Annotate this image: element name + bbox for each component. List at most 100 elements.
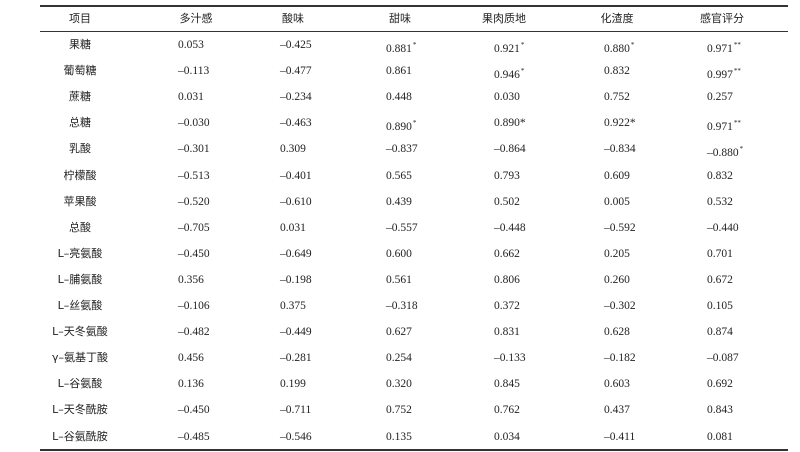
row-label: 乳酸 (69, 142, 91, 156)
table-cell: –0.411 (604, 430, 635, 444)
cell-value: –0.281 (280, 352, 312, 365)
row-label: L–脯氨酸 (57, 272, 103, 286)
row-label: 苹果酸 (63, 194, 97, 208)
table-cell: 0.031 (280, 221, 306, 235)
cell-value: 0.845 (494, 378, 520, 391)
cell-value: –0.030 (178, 117, 210, 130)
significance-mark: * (520, 41, 525, 49)
cell-value: 0.136 (178, 378, 204, 391)
table-cell: –0.302 (604, 299, 636, 313)
table-cell: 0.439 (386, 195, 412, 209)
cell-value: –0.318 (386, 300, 418, 312)
cell-value: 0.030 (494, 91, 520, 104)
table-cell: –0.834 (604, 142, 636, 156)
cell-value: –0.448 (494, 221, 526, 234)
cell-value: 0.320 (386, 378, 412, 391)
table-cell: –0.087 (707, 351, 739, 365)
cell-value: 0.356 (178, 273, 204, 286)
cell-value: –0.302 (604, 300, 636, 312)
cell-value: 0.672 (707, 273, 733, 286)
table-cell: 0.752 (604, 90, 630, 104)
cell-value: 0.832 (604, 65, 630, 78)
table-cell: 0.832 (604, 64, 630, 78)
cell-value: 0.831 (494, 326, 520, 339)
table-cell: 0.880* (604, 38, 634, 56)
row-label: γ–氨基丁酸 (51, 351, 109, 365)
cell-value: 0.034 (494, 430, 520, 443)
table-cell: 0.081 (707, 430, 733, 444)
cell-value: 0.762 (494, 404, 520, 417)
table-cell: 0.806 (494, 273, 520, 287)
table-cell: 0.031 (178, 90, 204, 104)
table-cell: 0.971** (707, 116, 741, 134)
table-cell: –0.477 (280, 64, 312, 78)
table-cell: 0.609 (604, 169, 630, 183)
cell-value: 0.881 (386, 43, 412, 55)
cell-value: –0.592 (604, 221, 636, 234)
cell-value: –0.649 (280, 247, 312, 260)
table-cell: –0.705 (178, 221, 210, 235)
table-cell: 0.793 (494, 169, 520, 183)
cell-value: –0.133 (494, 352, 526, 365)
table-cell: 0.030 (494, 90, 520, 104)
table-cell: 0.254 (386, 351, 412, 365)
cell-value: 0.921 (494, 43, 520, 55)
row-label: 总糖 (69, 116, 91, 130)
cell-value: –0.449 (280, 326, 312, 339)
cell-value: –0.440 (707, 221, 739, 234)
cell-value: 0.752 (604, 91, 630, 104)
cell-value: 0.922* (604, 117, 636, 130)
cell-value: –0.482 (178, 326, 210, 339)
cell-value: 0.254 (386, 352, 412, 365)
cell-value: 0.532 (707, 195, 733, 208)
table-cell: 0.831 (494, 325, 520, 339)
cell-value: 0.502 (494, 195, 520, 208)
cell-value: –0.106 (178, 300, 210, 312)
table-cell: 0.628 (604, 325, 630, 339)
cell-value: 0.971 (707, 43, 733, 55)
table-cell: –0.482 (178, 325, 210, 339)
table-cell: 0.843 (707, 403, 733, 417)
column-header: 甜味 (389, 12, 411, 25)
table-cell: –0.113 (178, 64, 209, 78)
cell-value: 0.031 (280, 221, 306, 234)
cell-value: 0.806 (494, 273, 520, 286)
table-cell: 0.832 (707, 169, 733, 183)
table-cell: 0.997** (707, 64, 741, 82)
cell-value: 0.600 (386, 247, 412, 260)
cell-value: 0.603 (604, 378, 630, 391)
table-cell: –0.234 (280, 90, 312, 104)
cell-value: –0.450 (178, 247, 210, 260)
cell-value: 0.005 (604, 195, 630, 208)
table-cell: –0.425 (280, 38, 312, 52)
table-cell: 0.260 (604, 273, 630, 287)
table-cell: 0.890* (386, 116, 416, 134)
cell-value: 0.257 (707, 91, 733, 104)
significance-mark: ** (733, 67, 741, 76)
cell-value: 0.752 (386, 404, 412, 417)
cell-value: –0.113 (178, 65, 210, 78)
table-cell: –0.880* (707, 142, 743, 160)
cell-value: 0.843 (707, 404, 733, 417)
table-cell: –0.318 (386, 299, 418, 313)
bottom-rule (40, 449, 788, 451)
cell-value: 0.701 (707, 247, 733, 260)
cell-value: 0.946 (494, 69, 520, 82)
column-header: 酸味 (282, 12, 304, 25)
cell-value: –0.234 (280, 91, 312, 104)
table-cell: –0.546 (280, 430, 312, 444)
table-cell: 0.701 (707, 247, 733, 261)
significance-mark: ** (733, 119, 741, 128)
table-cell: –0.864 (494, 142, 526, 156)
header-rule (40, 31, 788, 32)
cell-value: 0.135 (386, 430, 412, 443)
table-cell: 0.922* (604, 116, 636, 130)
cell-value: –0.834 (604, 143, 636, 156)
table-cell: 0.692 (707, 377, 733, 391)
table-cell: 0.845 (494, 377, 520, 391)
table-cell: –0.281 (280, 351, 312, 365)
table-cell: 0.372 (494, 299, 520, 313)
table-cell: 0.532 (707, 195, 733, 209)
cell-value: –0.301 (178, 143, 210, 156)
